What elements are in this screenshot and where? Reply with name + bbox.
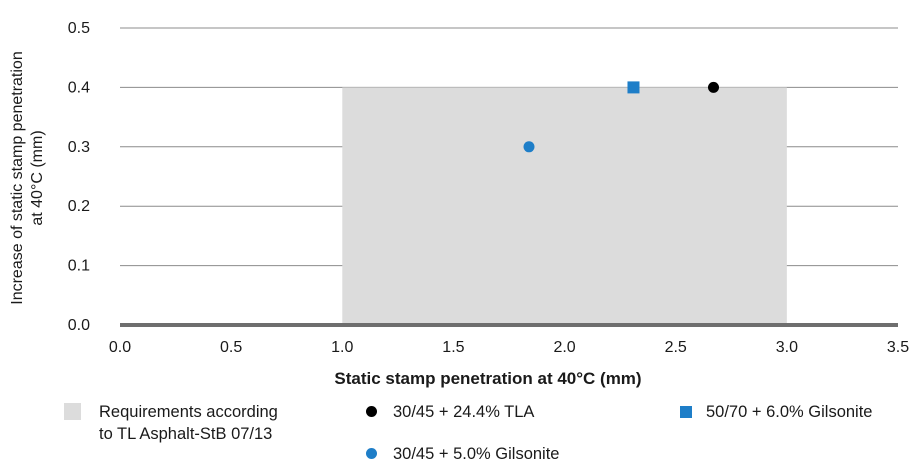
x-tick-label: 1.0 xyxy=(331,339,353,356)
requirements-region xyxy=(342,87,787,326)
x-tick-label: 2.5 xyxy=(665,339,687,356)
data-point-series-0 xyxy=(708,81,720,93)
y-axis-title-line: Increase of static stamp penetration xyxy=(9,51,26,304)
y-tick-label: 0.3 xyxy=(68,139,90,156)
y-tick-label: 0.1 xyxy=(68,258,90,275)
data-point-series-2 xyxy=(627,81,640,94)
y-axis-title: Increase of static stamp penetration at 4… xyxy=(9,51,46,304)
y-tick-label: 0.2 xyxy=(68,198,90,215)
requirements-region-rect xyxy=(342,87,787,326)
x-tick-label: 0.0 xyxy=(109,339,131,356)
x-tick-label: 1.5 xyxy=(442,339,464,356)
tick-labels: 0.0 0.1 0.2 0.3 0.4 0.5 0.0 0.5 1.0 1.5 2.0 2.5 3.0 3… xyxy=(68,20,909,356)
x-tick-label: 0.5 xyxy=(220,339,242,356)
x-tick-label: 3.5 xyxy=(887,339,909,356)
y-tick-label: 0.4 xyxy=(68,79,90,96)
data-points xyxy=(523,81,720,153)
y-tick-label: 0.5 xyxy=(68,20,90,37)
y-axis-title-line: at 40°C (mm) xyxy=(29,130,46,225)
x-tick-label: 3.0 xyxy=(776,339,798,356)
x-axis-title: Static stamp penetration at 40°C (mm) xyxy=(334,369,641,388)
x-tick-label: 2.0 xyxy=(553,339,575,356)
data-point-series-1 xyxy=(523,141,535,153)
y-tick-label: 0.0 xyxy=(68,317,90,334)
